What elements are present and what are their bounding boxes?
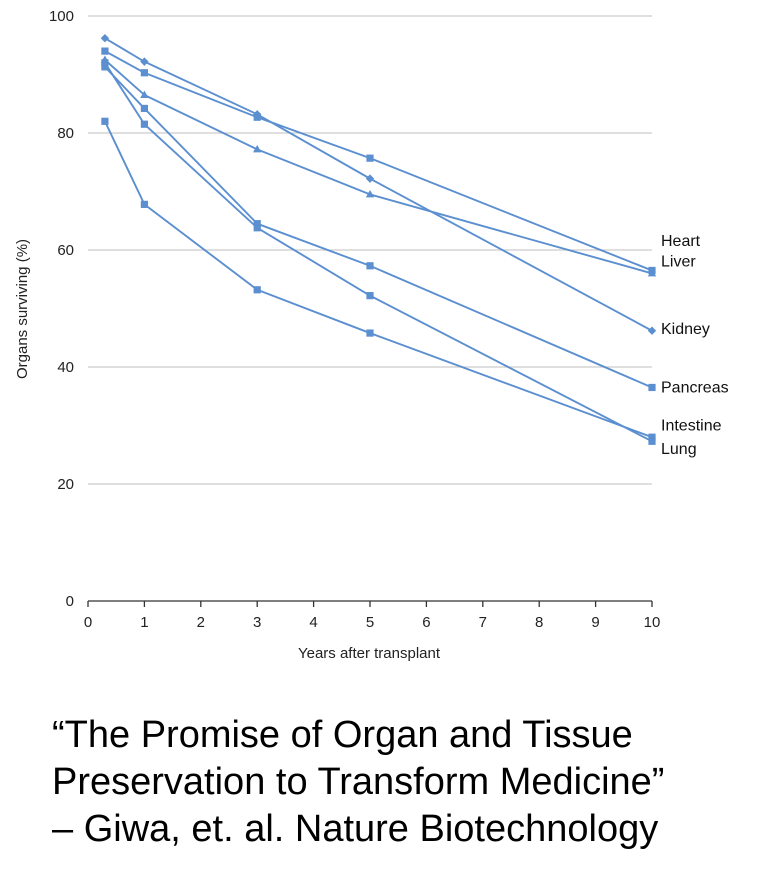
data-point-marker bbox=[365, 174, 375, 183]
data-point-marker bbox=[648, 383, 656, 392]
x-tick-label: 9 bbox=[591, 614, 599, 631]
data-point-marker bbox=[647, 326, 657, 335]
caption-line-2: Preservation to Transform Medicine” bbox=[52, 761, 665, 803]
series-label-lung: Lung bbox=[661, 441, 697, 458]
series-intestine bbox=[101, 117, 656, 441]
y-tick-label: 60 bbox=[57, 242, 74, 259]
data-point-marker bbox=[253, 286, 261, 294]
y-axis-label: Organs surviving (%) bbox=[14, 239, 31, 379]
axes: 0 20 40 60 80 100 0 1 2 3 4 5 6 7 8 9 10 bbox=[49, 8, 660, 631]
citation-caption: “The Promise of Organ and Tissue Preserv… bbox=[52, 712, 762, 853]
x-tick-label: 7 bbox=[479, 614, 487, 631]
data-point-marker bbox=[647, 269, 657, 277]
series-label-kidney: Kidney bbox=[661, 321, 710, 338]
series-lines bbox=[100, 34, 657, 445]
x-tick-label: 4 bbox=[309, 614, 317, 631]
series-label-heart: Heart bbox=[661, 233, 701, 250]
series-line-kidney bbox=[104, 37, 653, 332]
series-lung bbox=[101, 59, 656, 445]
data-point-marker bbox=[100, 34, 110, 43]
survival-chart: 0 20 40 60 80 100 0 1 2 3 4 5 6 7 8 9 10 Heart Liver Kidne… bbox=[14, 8, 729, 662]
y-tick-label: 40 bbox=[57, 359, 74, 376]
series-kidney bbox=[100, 34, 657, 335]
data-point-marker bbox=[140, 120, 148, 128]
data-point-marker bbox=[101, 59, 109, 67]
series-line-liver bbox=[104, 59, 653, 275]
x-tick-label: 6 bbox=[422, 614, 430, 631]
data-point-marker bbox=[140, 90, 149, 98]
data-point-marker bbox=[140, 200, 148, 208]
y-tick-label: 100 bbox=[49, 8, 74, 25]
y-tick-label: 0 bbox=[66, 593, 74, 610]
series-label-intestine: Intestine bbox=[661, 418, 722, 435]
x-tick-label: 3 bbox=[253, 614, 261, 631]
data-point-marker bbox=[253, 110, 262, 119]
data-point-marker bbox=[648, 437, 656, 445]
data-point-marker bbox=[648, 433, 656, 441]
x-tick-label: 2 bbox=[197, 614, 205, 631]
series-labels: Heart Liver Kidney Pancreas Intestine Lung bbox=[661, 233, 729, 458]
data-point-marker bbox=[365, 190, 375, 198]
series-pancreas bbox=[101, 63, 656, 392]
series-label-pancreas: Pancreas bbox=[661, 379, 729, 396]
data-point-marker bbox=[140, 104, 148, 113]
series-line-lung bbox=[104, 62, 653, 443]
data-point-marker bbox=[101, 117, 109, 125]
gridlines bbox=[88, 15, 652, 485]
data-point-marker bbox=[253, 220, 261, 228]
x-tick-label: 1 bbox=[140, 614, 148, 631]
x-axis-label: Years after transplant bbox=[298, 645, 441, 662]
data-point-marker bbox=[140, 57, 149, 66]
data-point-marker bbox=[101, 47, 109, 55]
data-point-marker bbox=[253, 224, 261, 232]
data-point-marker bbox=[101, 63, 109, 71]
series-label-liver: Liver bbox=[661, 254, 696, 271]
caption-line-1: “The Promise of Organ and Tissue bbox=[52, 714, 633, 756]
data-point-marker bbox=[253, 144, 262, 153]
series-line-intestine bbox=[104, 120, 653, 439]
y-tick-label: 20 bbox=[57, 476, 74, 493]
data-point-marker bbox=[366, 154, 374, 162]
x-tick-label: 8 bbox=[535, 614, 543, 631]
data-point-marker bbox=[366, 329, 374, 337]
data-point-marker bbox=[140, 69, 148, 77]
caption-line-3: – Giwa, et. al. Nature Biotechnology bbox=[52, 808, 659, 850]
x-tick-label: 5 bbox=[366, 614, 374, 631]
x-tick-label: 0 bbox=[84, 614, 92, 631]
data-point-marker bbox=[366, 292, 374, 300]
data-point-marker bbox=[366, 262, 374, 270]
x-tick-label: 10 bbox=[644, 614, 661, 631]
y-tick-label: 80 bbox=[57, 125, 74, 142]
